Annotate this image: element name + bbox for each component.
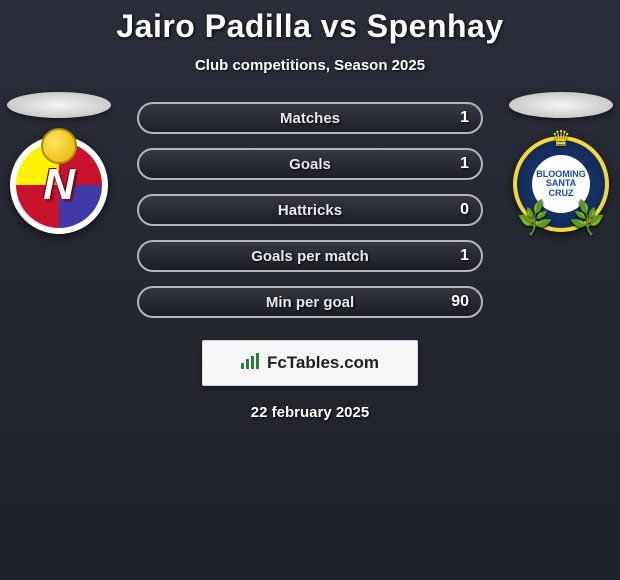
stat-row: Goals 1 <box>137 148 483 180</box>
player-right-column: ♛ BLOOMING SANTA CRUZ 🌿 🌿 <box>506 92 616 232</box>
comparison-area: N ♛ BLOOMING SANTA CRUZ 🌿 🌿 Matches1Goal… <box>0 102 620 421</box>
stat-label: Goals per match <box>251 248 369 265</box>
stat-row: Min per goal 90 <box>137 286 483 318</box>
crown-icon: ♛ <box>551 126 571 152</box>
stat-value-right: 1 <box>460 247 469 265</box>
crest-right-text-bottom: SANTA CRUZ <box>546 178 576 197</box>
stat-rows: Matches 1 Goals 1 Hattricks 0 Goals per match 1… <box>137 102 483 318</box>
date-label: 22 february 2025 <box>0 404 620 421</box>
subtitle: Club competitions, Season 2025 <box>0 57 620 74</box>
player-left-crest: N <box>10 136 108 234</box>
stat-label: Min per goal <box>266 294 354 311</box>
crest-left-letter: N <box>43 160 75 210</box>
player-left-halo <box>7 92 111 118</box>
player-left-column: N <box>4 92 114 234</box>
crest-left-ball-icon <box>41 128 77 164</box>
stat-value-right: 90 <box>451 293 469 311</box>
stat-row: Hattricks 0 <box>137 194 483 226</box>
player-right-crest: ♛ BLOOMING SANTA CRUZ 🌿 🌿 <box>513 136 609 232</box>
comparison-card: Jairo Padilla vs Spenhay Club competitio… <box>0 0 620 421</box>
brand-text: FcTables.com <box>267 353 379 373</box>
stat-label: Goals <box>289 156 331 173</box>
stat-value-right: 1 <box>460 109 469 127</box>
page-title: Jairo Padilla vs Spenhay <box>0 8 620 45</box>
stat-value-right: 1 <box>460 155 469 173</box>
stat-label: Hattricks <box>278 202 342 219</box>
brand-box[interactable]: FcTables.com <box>202 340 418 386</box>
stat-row: Matches 1 <box>137 102 483 134</box>
stat-value-right: 0 <box>460 201 469 219</box>
player-right-halo <box>509 92 613 118</box>
chart-icon <box>241 353 261 374</box>
stat-row: Goals per match 1 <box>137 240 483 272</box>
stat-label: Matches <box>280 110 340 127</box>
